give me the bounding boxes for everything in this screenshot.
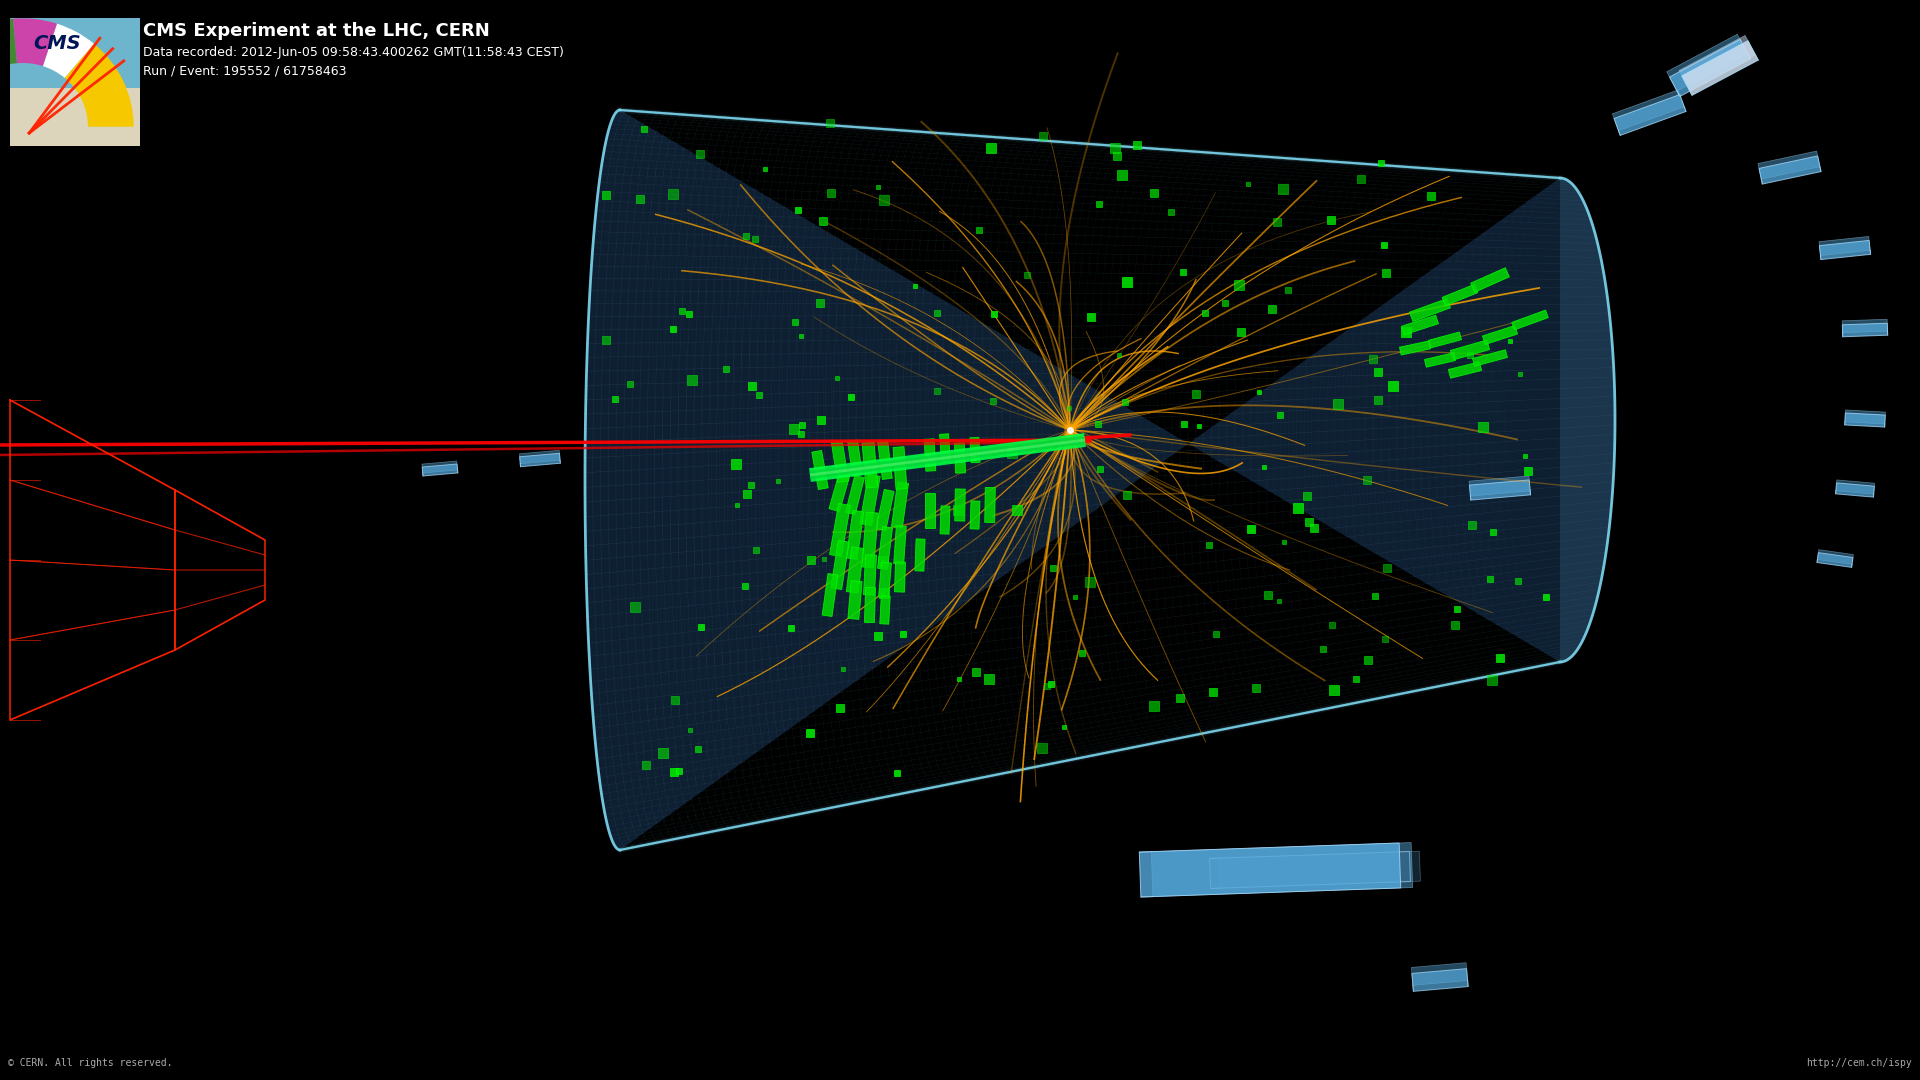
Polygon shape: [586, 110, 1615, 850]
Polygon shape: [1409, 298, 1450, 322]
Polygon shape: [1670, 40, 1751, 96]
Polygon shape: [879, 562, 891, 598]
Polygon shape: [954, 489, 966, 521]
Polygon shape: [1845, 413, 1885, 427]
Polygon shape: [829, 503, 851, 556]
Polygon shape: [891, 482, 908, 528]
Polygon shape: [862, 442, 877, 488]
Polygon shape: [924, 438, 935, 471]
Polygon shape: [1836, 480, 1874, 495]
Polygon shape: [831, 442, 849, 483]
Polygon shape: [1425, 353, 1455, 367]
Polygon shape: [845, 475, 864, 515]
Polygon shape: [1471, 268, 1509, 293]
Polygon shape: [1469, 476, 1530, 496]
Polygon shape: [1818, 550, 1853, 565]
Polygon shape: [862, 512, 877, 568]
Polygon shape: [1210, 851, 1411, 889]
Polygon shape: [1411, 969, 1469, 991]
Text: http://cem.ch/ispy: http://cem.ch/ispy: [1807, 1058, 1912, 1068]
Polygon shape: [1820, 241, 1870, 259]
Polygon shape: [1219, 851, 1421, 888]
Polygon shape: [1469, 480, 1530, 500]
Wedge shape: [0, 18, 17, 78]
Polygon shape: [1448, 362, 1482, 378]
Polygon shape: [847, 440, 862, 476]
Polygon shape: [1411, 962, 1467, 985]
Polygon shape: [939, 434, 950, 462]
Polygon shape: [829, 469, 851, 512]
Polygon shape: [831, 540, 849, 590]
Polygon shape: [1836, 483, 1874, 497]
Polygon shape: [970, 501, 979, 529]
Polygon shape: [1759, 151, 1820, 179]
Polygon shape: [520, 450, 561, 463]
Polygon shape: [1473, 350, 1507, 366]
Polygon shape: [10, 18, 140, 146]
Text: CMS: CMS: [33, 33, 81, 53]
Polygon shape: [893, 447, 906, 489]
Polygon shape: [1400, 341, 1430, 355]
Polygon shape: [954, 443, 966, 473]
Polygon shape: [1759, 156, 1820, 184]
Polygon shape: [879, 596, 891, 624]
Polygon shape: [1615, 95, 1686, 135]
Text: Run / Event: 195552 / 61758463: Run / Event: 195552 / 61758463: [142, 64, 346, 77]
Text: Data recorded: 2012-Jun-05 09:58:43.400262 GMT(11:58:43 CEST): Data recorded: 2012-Jun-05 09:58:43.4002…: [142, 46, 564, 59]
Polygon shape: [847, 546, 864, 593]
Polygon shape: [1843, 323, 1887, 337]
Polygon shape: [1678, 36, 1755, 90]
Polygon shape: [822, 573, 837, 617]
Text: CMS Experiment at the LHC, CERN: CMS Experiment at the LHC, CERN: [142, 22, 490, 40]
Polygon shape: [877, 527, 893, 569]
Polygon shape: [985, 487, 995, 523]
Polygon shape: [1667, 35, 1747, 91]
Wedge shape: [42, 24, 94, 78]
Wedge shape: [65, 43, 134, 126]
Polygon shape: [849, 581, 862, 620]
Polygon shape: [864, 555, 877, 595]
Polygon shape: [941, 505, 950, 535]
Polygon shape: [10, 18, 140, 89]
Polygon shape: [1152, 842, 1413, 896]
Polygon shape: [1845, 410, 1885, 424]
Polygon shape: [893, 526, 906, 565]
Polygon shape: [1559, 178, 1615, 662]
Polygon shape: [847, 511, 864, 559]
Polygon shape: [876, 489, 895, 530]
Polygon shape: [1511, 310, 1548, 329]
Polygon shape: [970, 437, 979, 462]
Polygon shape: [812, 450, 828, 489]
Polygon shape: [1682, 41, 1759, 95]
Wedge shape: [13, 18, 58, 66]
Polygon shape: [1841, 320, 1887, 333]
Polygon shape: [877, 441, 893, 480]
Polygon shape: [422, 464, 457, 476]
Polygon shape: [1613, 90, 1684, 131]
Polygon shape: [1428, 332, 1461, 348]
Polygon shape: [895, 562, 906, 592]
Polygon shape: [1816, 553, 1853, 567]
Polygon shape: [1818, 237, 1870, 256]
Polygon shape: [520, 454, 561, 467]
Polygon shape: [860, 474, 879, 526]
Polygon shape: [864, 588, 876, 623]
Polygon shape: [1442, 284, 1478, 306]
Polygon shape: [925, 492, 935, 527]
Polygon shape: [1402, 315, 1438, 335]
Polygon shape: [422, 461, 457, 473]
Text: © CERN. All rights reserved.: © CERN. All rights reserved.: [8, 1058, 173, 1068]
Polygon shape: [916, 539, 925, 571]
Polygon shape: [1450, 340, 1490, 360]
Polygon shape: [1139, 843, 1402, 897]
Polygon shape: [1482, 325, 1517, 345]
